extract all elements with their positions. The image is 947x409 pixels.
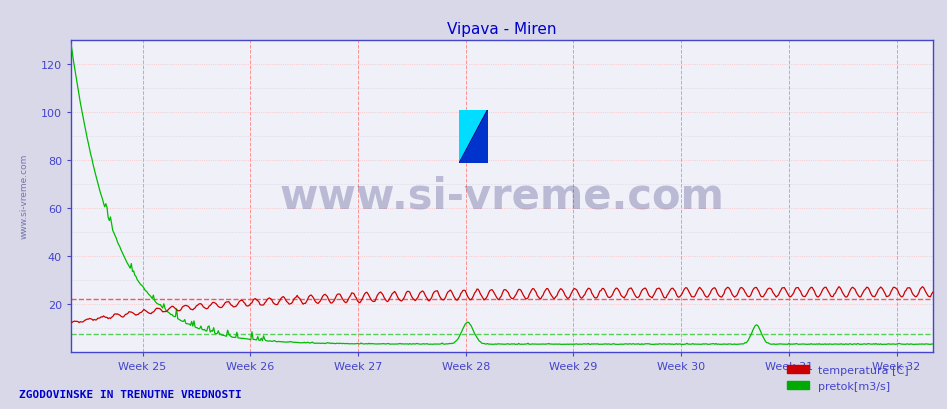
Legend: temperatura [C], pretok[m3/s]: temperatura [C], pretok[m3/s] bbox=[782, 361, 913, 395]
Title: Vipava - Miren: Vipava - Miren bbox=[447, 22, 557, 37]
Polygon shape bbox=[459, 110, 488, 164]
Polygon shape bbox=[459, 110, 488, 164]
Text: www.si-vreme.com: www.si-vreme.com bbox=[279, 175, 724, 217]
Text: ZGODOVINSKE IN TRENUTNE VREDNOSTI: ZGODOVINSKE IN TRENUTNE VREDNOSTI bbox=[19, 389, 241, 399]
Text: www.si-vreme.com: www.si-vreme.com bbox=[19, 154, 28, 239]
Polygon shape bbox=[459, 110, 488, 164]
Polygon shape bbox=[459, 110, 488, 164]
